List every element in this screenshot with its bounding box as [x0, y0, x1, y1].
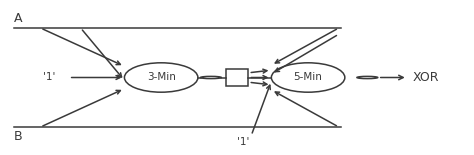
Ellipse shape	[201, 76, 221, 79]
Text: XOR: XOR	[412, 71, 439, 84]
Text: A: A	[14, 12, 23, 25]
Bar	[226, 69, 248, 86]
Text: '1': '1'	[237, 137, 249, 147]
Text: 5-Min: 5-Min	[294, 73, 322, 82]
Text: 3-Min: 3-Min	[147, 73, 175, 82]
Ellipse shape	[357, 76, 378, 79]
Text: B: B	[14, 130, 23, 143]
Text: '1': '1'	[43, 73, 55, 82]
